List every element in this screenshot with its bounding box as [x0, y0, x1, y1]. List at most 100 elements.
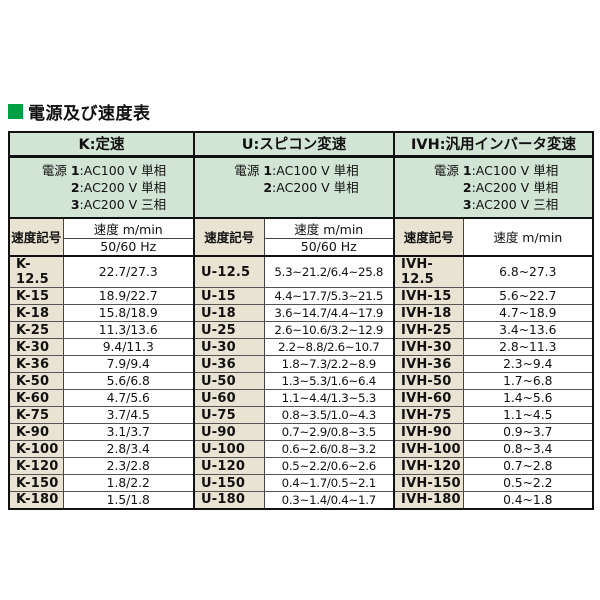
speed-code-k: K-15 — [9, 287, 63, 305]
power-speed-table: K:定速 U:スピコン変速 IVH:汎用インバータ変速 電源 1:AC100 V … — [8, 131, 595, 510]
power-label: 電源 — [234, 162, 260, 178]
table-row: K-15 18.9/22.7 U-15 4.4~17.7/5.3~21.5 IVH-15… — [9, 287, 594, 305]
speed-code-k: K-12.5 — [9, 256, 63, 288]
power-line: 2:AC200 V 単相 — [462, 179, 559, 195]
power-info-ivh: 電源 1:AC100 V 単相 2:AC200 V 単相 3:AC200 V 三相 — [393, 156, 594, 219]
speed-value-u: 0.7~2.9/0.8~3.5 — [263, 423, 395, 441]
column-header-k: K:定速 — [9, 132, 195, 158]
power-info-k: 電源 1:AC100 V 単相 2:AC200 V 単相 3:AC200 V 三相 — [9, 156, 195, 219]
speed-value-u: 0.5~2.2/0.6~2.6 — [263, 457, 395, 475]
speed-value-ivh: 0.9~3.7 — [462, 423, 594, 441]
speed-code-k: K-50 — [9, 372, 63, 390]
power-line: 3:AC200 V 三相 — [70, 196, 167, 212]
speed-value-ivh: 0.8~3.4 — [462, 440, 594, 458]
speed-code-u: U-15 — [193, 287, 265, 305]
table-row: K-180 1.5/1.8 U-180 0.3~1.4/0.4~1.7 IVH-180 0… — [9, 491, 594, 509]
speed-code-u: U-150 — [193, 474, 265, 492]
speed-code-k: K-180 — [9, 491, 63, 509]
speed-code-k: K-90 — [9, 423, 63, 441]
code-header-ivh: 速度記号 — [393, 217, 464, 257]
speed-value-u: 0.8~3.5/1.0~4.3 — [263, 406, 395, 424]
code-header-u: 速度記号 — [193, 217, 265, 257]
speed-code-u: U-25 — [193, 321, 265, 339]
speed-value-u: 1.8~7.3/2.2~8.9 — [263, 355, 395, 373]
power-label: 電源 — [41, 162, 67, 178]
speed-value-u: 1.1~4.4/1.3~5.3 — [263, 389, 395, 407]
table-row: K-90 3.1/3.7 U-90 0.7~2.9/0.8~3.5 IVH-90 0.9~… — [9, 423, 594, 441]
table-row: K-25 11.3/13.6 U-25 2.6~10.6/3.2~12.9 IVH-25… — [9, 321, 594, 339]
speed-code-k: K-120 — [9, 457, 63, 475]
column-header-u: U:スピコン変速 — [193, 132, 395, 158]
table-row: K-36 7.9/9.4 U-36 1.8~7.3/2.2~8.9 IVH-36 2.3~… — [9, 355, 594, 373]
speed-value-ivh: 5.6~22.7 — [462, 287, 594, 305]
speed-code-k: K-60 — [9, 389, 63, 407]
speed-value-ivh: 4.7~18.9 — [462, 304, 594, 322]
speed-code-k: K-150 — [9, 474, 63, 492]
speed-code-ivh: IVH-36 — [393, 355, 464, 373]
speed-value-k: 3.7/4.5 — [62, 406, 195, 424]
speed-code-u: U-120 — [193, 457, 265, 475]
speed-code-ivh: IVH-90 — [393, 423, 464, 441]
speed-value-k: 1.5/1.8 — [62, 491, 195, 509]
table-row: K-18 15.8/18.9 U-18 3.6~14.7/4.4~17.9 IVH-18… — [9, 304, 594, 322]
speed-value-ivh: 6.8~27.3 — [462, 256, 594, 288]
table-row: K-120 2.3/2.8 U-120 0.5~2.2/0.6~2.6 IVH-120 0… — [9, 457, 594, 475]
power-line: 2:AC200 V 単相 — [263, 179, 359, 195]
speed-code-u: U-90 — [193, 423, 265, 441]
speed-value-ivh: 2.3~9.4 — [462, 355, 594, 373]
speed-value-ivh: 1.7~6.8 — [462, 372, 594, 390]
table-row: K-12.5 22.7/27.3 U-12.5 5.3~21.2/6.4~25.8 IV… — [9, 256, 594, 288]
table-row: K-50 5.6/6.8 U-50 1.3~5.3/1.6~6.4 IVH-50 1.7~… — [9, 372, 594, 390]
power-label: 電源 — [433, 162, 459, 178]
power-line: 電源 1:AC100 V 単相 — [37, 162, 166, 179]
speed-header-k: 速度 m/min — [62, 217, 195, 239]
speed-code-ivh: IVH-12.5 — [393, 256, 464, 288]
speed-value-ivh: 1.4~5.6 — [462, 389, 594, 407]
power-line: 電源 1:AC100 V 単相 — [229, 162, 358, 179]
speed-value-k: 2.3/2.8 — [62, 457, 195, 475]
speed-code-k: K-100 — [9, 440, 63, 458]
speed-code-ivh: IVH-180 — [393, 491, 464, 509]
type-header-row: K:定速 U:スピコン変速 IVH:汎用インバータ変速 — [9, 132, 594, 158]
speed-code-k: K-75 — [9, 406, 63, 424]
speed-value-ivh: 3.4~13.6 — [462, 321, 594, 339]
speed-header-u: 速度 m/min — [263, 217, 395, 239]
column-header-ivh: IVH:汎用インバータ変速 — [393, 132, 594, 158]
table-row: K-60 4.7/5.6 U-60 1.1~4.4/1.3~5.3 IVH-60 1.4~… — [9, 389, 594, 407]
title-bullet-square-icon — [8, 104, 23, 119]
speed-value-k: 2.8/3.4 — [62, 440, 195, 458]
speed-code-k: K-25 — [9, 321, 63, 339]
speed-code-ivh: IVH-75 — [393, 406, 464, 424]
speed-value-u: 0.6~2.6/0.8~3.2 — [263, 440, 395, 458]
table-row: K-100 2.8/3.4 U-100 0.6~2.6/0.8~3.2 IVH-100 0… — [9, 440, 594, 458]
speed-code-ivh: IVH-18 — [393, 304, 464, 322]
speed-value-k: 15.8/18.9 — [62, 304, 195, 322]
speed-code-u: U-75 — [193, 406, 265, 424]
speed-value-u: 4.4~17.7/5.3~21.5 — [263, 287, 395, 305]
speed-code-ivh: IVH-100 — [393, 440, 464, 458]
speed-code-u: U-18 — [193, 304, 265, 322]
speed-value-u: 3.6~14.7/4.4~17.9 — [263, 304, 395, 322]
speed-value-k: 3.1/3.7 — [62, 423, 195, 441]
speed-code-ivh: IVH-30 — [393, 338, 464, 356]
speed-code-ivh: IVH-60 — [393, 389, 464, 407]
speed-value-ivh: 0.7~2.8 — [462, 457, 594, 475]
speed-code-u: U-30 — [193, 338, 265, 356]
speed-value-k: 22.7/27.3 — [62, 256, 195, 288]
speed-value-ivh: 0.4~1.8 — [462, 491, 594, 509]
freq-header-k: 50/60 Hz — [62, 238, 195, 257]
sub-header-row: 速度記号 速度 m/min 速度記号 速度 m/min 速度記号 速度 m/mi… — [9, 217, 594, 257]
table-row: K-150 1.8/2.2 U-150 0.4~1.7/0.5~2.1 IVH-150 0… — [9, 474, 594, 492]
speed-value-k: 5.6/6.8 — [62, 372, 195, 390]
speed-code-ivh: IVH-15 — [393, 287, 464, 305]
speed-code-u: U-12.5 — [193, 256, 265, 288]
power-line: 2:AC200 V 単相 — [70, 179, 167, 195]
freq-header-row: 50/60 Hz 50/60 Hz — [9, 238, 593, 257]
page-title: 電源及び速度表 — [28, 104, 151, 124]
catalog-page: 電源及び速度表 K:定速 U:スピコン変速 IVH:汎用インバータ変速 電源 1:… — [8, 104, 595, 510]
speed-code-u: U-60 — [193, 389, 265, 407]
speed-value-ivh: 2.8~11.3 — [462, 338, 594, 356]
speed-value-ivh: 0.5~2.2 — [462, 474, 594, 492]
speed-code-ivh: IVH-25 — [393, 321, 464, 339]
speed-value-k: 1.8/2.2 — [62, 474, 195, 492]
